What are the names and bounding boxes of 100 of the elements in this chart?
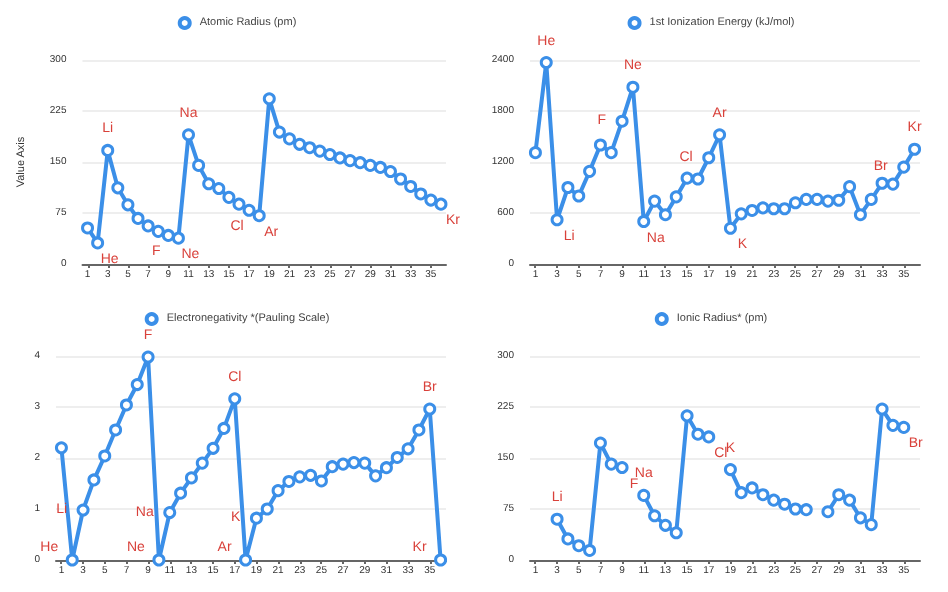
point [313, 144, 327, 158]
point [550, 512, 564, 526]
point [832, 488, 846, 502]
point [260, 502, 274, 516]
point [91, 236, 105, 250]
point [206, 441, 220, 455]
point [343, 154, 357, 168]
point [593, 138, 607, 152]
point [325, 460, 339, 474]
point [119, 398, 133, 412]
point [394, 172, 408, 186]
point [202, 177, 216, 191]
point [734, 486, 748, 500]
point [192, 158, 206, 172]
point [212, 182, 226, 196]
point [583, 543, 597, 557]
point [604, 146, 618, 160]
point [767, 202, 781, 216]
point [723, 221, 737, 235]
point [778, 202, 792, 216]
point [282, 474, 296, 488]
point [121, 198, 135, 212]
point [810, 192, 824, 206]
point [293, 470, 307, 484]
point [369, 469, 383, 483]
point [691, 172, 705, 186]
point [353, 156, 367, 170]
point [232, 197, 246, 211]
point [283, 132, 296, 146]
point [379, 461, 393, 475]
point [853, 208, 867, 222]
point [788, 502, 802, 516]
point [323, 148, 337, 162]
point [561, 181, 575, 194]
point [561, 532, 575, 546]
point [293, 137, 307, 151]
point [131, 211, 145, 225]
point [875, 176, 889, 190]
point [908, 142, 922, 156]
point [637, 215, 651, 228]
point [528, 146, 542, 160]
point [76, 503, 90, 517]
point [239, 553, 253, 567]
point [336, 457, 350, 471]
point [843, 493, 857, 507]
point [249, 511, 263, 525]
point [81, 221, 95, 235]
point [680, 409, 694, 423]
point [109, 423, 123, 437]
point [756, 201, 770, 215]
point [593, 436, 607, 450]
point [141, 219, 155, 233]
point [171, 231, 185, 245]
point [314, 474, 328, 488]
point [669, 526, 683, 540]
point [897, 160, 911, 174]
point [658, 518, 672, 532]
point [152, 553, 166, 567]
point [626, 80, 640, 94]
point [669, 190, 683, 204]
point [434, 197, 448, 211]
point [886, 418, 900, 432]
point [788, 196, 802, 210]
point [87, 473, 101, 487]
point [832, 193, 846, 207]
point [658, 208, 672, 222]
point [799, 503, 813, 517]
point [111, 181, 125, 195]
point [262, 92, 276, 106]
point [54, 441, 68, 455]
point [217, 421, 231, 435]
point [130, 378, 144, 392]
point [864, 518, 878, 532]
point [252, 209, 266, 223]
point [713, 128, 727, 142]
point [101, 143, 115, 157]
point [423, 402, 437, 416]
point [65, 553, 79, 567]
point [864, 192, 878, 206]
point [853, 511, 867, 525]
point [161, 228, 175, 242]
point [572, 189, 586, 203]
point [843, 180, 857, 194]
point [756, 488, 770, 502]
point [272, 125, 286, 139]
point [141, 350, 155, 364]
point [897, 420, 911, 434]
point [615, 114, 629, 128]
point [390, 450, 404, 464]
point [401, 442, 415, 456]
point [228, 392, 242, 406]
point [583, 164, 597, 178]
point [195, 456, 209, 470]
point [821, 505, 835, 519]
point [604, 457, 618, 471]
point [680, 171, 694, 185]
point [98, 449, 112, 463]
point [745, 481, 759, 495]
point [723, 463, 737, 477]
point [767, 493, 781, 507]
